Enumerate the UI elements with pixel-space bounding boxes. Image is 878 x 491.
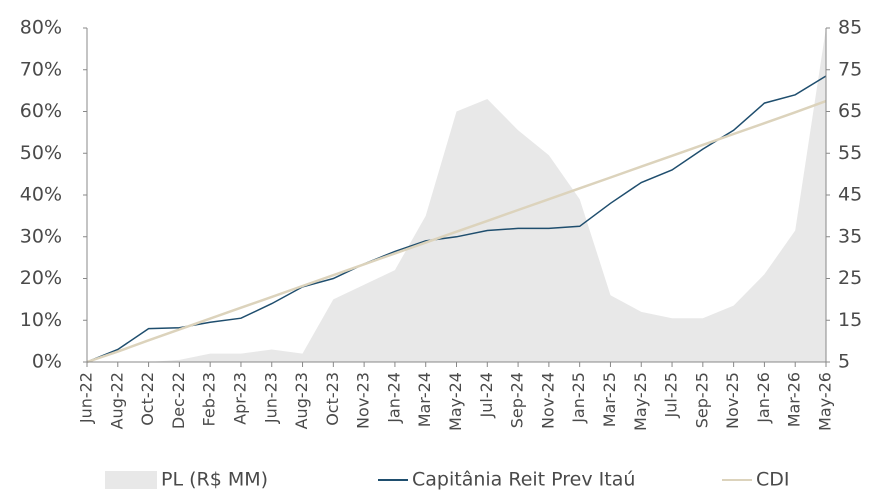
y-tick-label: 70% (20, 58, 62, 80)
x-tick-label: Oct-22 (138, 372, 157, 426)
line (86, 75, 827, 363)
x-tick-label: Mar-25 (600, 372, 619, 427)
x-tick-label: Jul-24 (477, 372, 496, 418)
y2-tick-label: 75 (838, 58, 862, 80)
x-tick-label: May-25 (631, 372, 650, 431)
x-tick-label: Mar-24 (415, 372, 434, 427)
x-tick-label: Jan-25 (569, 372, 588, 424)
y2-tick-label: 85 (838, 17, 862, 39)
legend-label: PL (R$ MM) (161, 469, 268, 491)
y2-tick-label: 25 (838, 267, 862, 289)
x-tick-label: Sep-24 (508, 372, 527, 428)
y-tick-label: 80% (20, 17, 62, 39)
x-tick-label: Jan-26 (754, 372, 773, 424)
x-tick-label: Aug-23 (292, 372, 311, 429)
y-tick-label: 20% (20, 267, 62, 289)
y-tick-label: 30% (20, 225, 62, 247)
y2-tick-label: 15 (838, 309, 862, 331)
y2-tick-label: 45 (838, 184, 862, 206)
x-tick-label: Jun-22 (77, 372, 96, 424)
y-tick-label: 10% (20, 309, 62, 331)
y2-tick-label: 35 (838, 225, 862, 247)
x-tick-label: Nov-25 (723, 372, 742, 429)
x-tick-label: May-26 (816, 372, 835, 431)
x-tick-label: Feb-23 (200, 372, 219, 426)
x-tick-label: Dec-22 (169, 372, 188, 429)
x-tick-label: May-24 (446, 372, 465, 431)
x-tick-label: Jan-24 (384, 372, 403, 424)
y-tick-label: 60% (20, 100, 62, 122)
legend-label: CDI (756, 469, 790, 491)
y2-tick-label: 65 (838, 100, 862, 122)
x-tick-label: Jul-25 (662, 372, 681, 418)
x-tick-label: Nov-23 (354, 372, 373, 429)
x-tick-label: Nov-24 (538, 372, 557, 429)
area (87, 28, 826, 362)
y2-tick-label: 5 (838, 351, 850, 373)
x-tick-label: Sep-25 (692, 372, 711, 428)
legend-label: Capitânia Reit Prev Itaú (412, 469, 635, 491)
x-tick-label: Aug-22 (107, 372, 126, 429)
x-tick-label: Mar-26 (785, 372, 804, 427)
x-tick-label: Jun-23 (261, 372, 280, 424)
y2-tick-label: 55 (838, 142, 862, 164)
line (86, 99, 827, 364)
x-tick-label: Oct-23 (323, 372, 342, 426)
y-tick-label: 50% (20, 142, 62, 164)
y-tick-label: 40% (20, 184, 62, 206)
x-tick-label: Apr-23 (230, 372, 249, 425)
y-tick-label: 0% (32, 351, 62, 373)
legend-swatch (105, 471, 157, 489)
